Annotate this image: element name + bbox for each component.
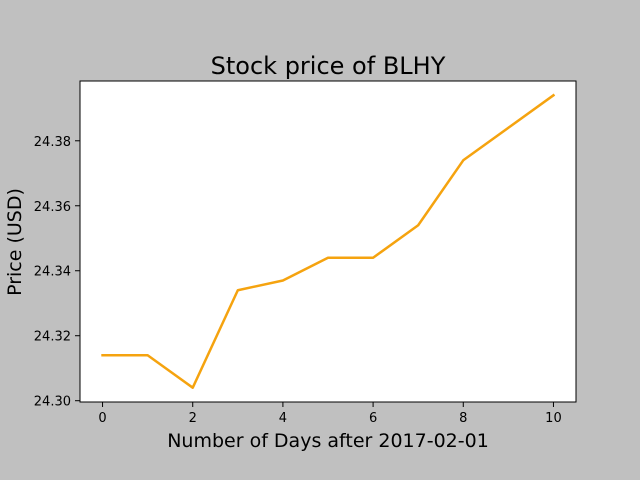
x-tick-label: 10 <box>545 411 562 426</box>
x-axis-title: Number of Days after 2017-02-01 <box>167 430 489 452</box>
chart-title: Stock price of BLHY <box>211 52 446 80</box>
y-tick-label: 24.36 <box>34 200 71 215</box>
x-tick-label: 0 <box>98 411 106 426</box>
y-axis-ticks: 24.30 24.32 24.34 24.36 24.38 <box>34 135 80 410</box>
y-tick-label: 24.30 <box>34 395 71 410</box>
plot-frame <box>79 80 577 403</box>
x-axis-ticks: 0 2 4 6 8 10 <box>98 402 562 426</box>
x-tick-label: 2 <box>189 411 197 426</box>
x-tick-label: 4 <box>279 411 287 426</box>
x-tick-label: 6 <box>369 411 377 426</box>
y-tick-label: 24.32 <box>34 330 71 345</box>
y-tick-label: 24.34 <box>34 265 71 280</box>
y-tick-label: 24.38 <box>34 135 71 150</box>
price-series-line <box>101 93 556 389</box>
plot-area <box>80 81 576 402</box>
series-group <box>101 93 556 389</box>
x-tick-label: 8 <box>459 411 467 426</box>
y-axis-title: Price (USD) <box>4 188 26 296</box>
